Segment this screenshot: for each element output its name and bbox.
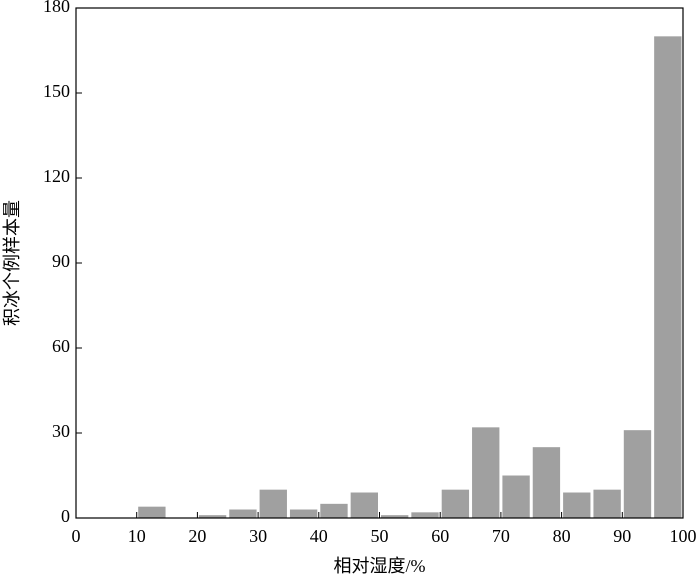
bar [138, 506, 166, 518]
bar [198, 515, 227, 518]
bar [563, 492, 591, 518]
plot-frame [75, 7, 684, 519]
x-tick-label: 70 [492, 526, 510, 546]
bar [623, 430, 652, 518]
y-tick-label: 120 [43, 166, 70, 186]
bar [654, 36, 682, 518]
y-axis-label: 积冰个例样本量 [2, 200, 22, 326]
bar [320, 503, 348, 518]
y-tick-label: 90 [52, 251, 70, 271]
y-tick-label: 0 [61, 506, 70, 526]
bar [472, 427, 500, 518]
x-tick-label: 90 [613, 526, 631, 546]
x-tick-label: 80 [553, 526, 571, 546]
bar [229, 509, 257, 518]
x-tick-label: 100 [670, 526, 697, 546]
x-tick-label: 20 [188, 526, 206, 546]
bar [441, 489, 470, 518]
y-tick-label: 60 [52, 336, 70, 356]
bar [411, 512, 439, 518]
y-tick-label: 30 [52, 421, 70, 441]
bar [502, 475, 530, 518]
y-tick-label: 150 [43, 81, 70, 101]
bar [350, 492, 378, 518]
bar [593, 489, 621, 518]
x-tick-label: 0 [72, 526, 81, 546]
x-tick-label: 10 [128, 526, 146, 546]
y-tick-label: 180 [43, 0, 70, 16]
x-axis-label: 相对湿度/% [334, 556, 426, 576]
bar [381, 515, 409, 518]
x-tick-label: 60 [431, 526, 449, 546]
x-tick-label: 30 [249, 526, 267, 546]
x-tick-label: 40 [310, 526, 328, 546]
bar [259, 489, 287, 518]
x-tick-label: 50 [371, 526, 389, 546]
bar [532, 447, 561, 518]
bar [289, 509, 318, 518]
